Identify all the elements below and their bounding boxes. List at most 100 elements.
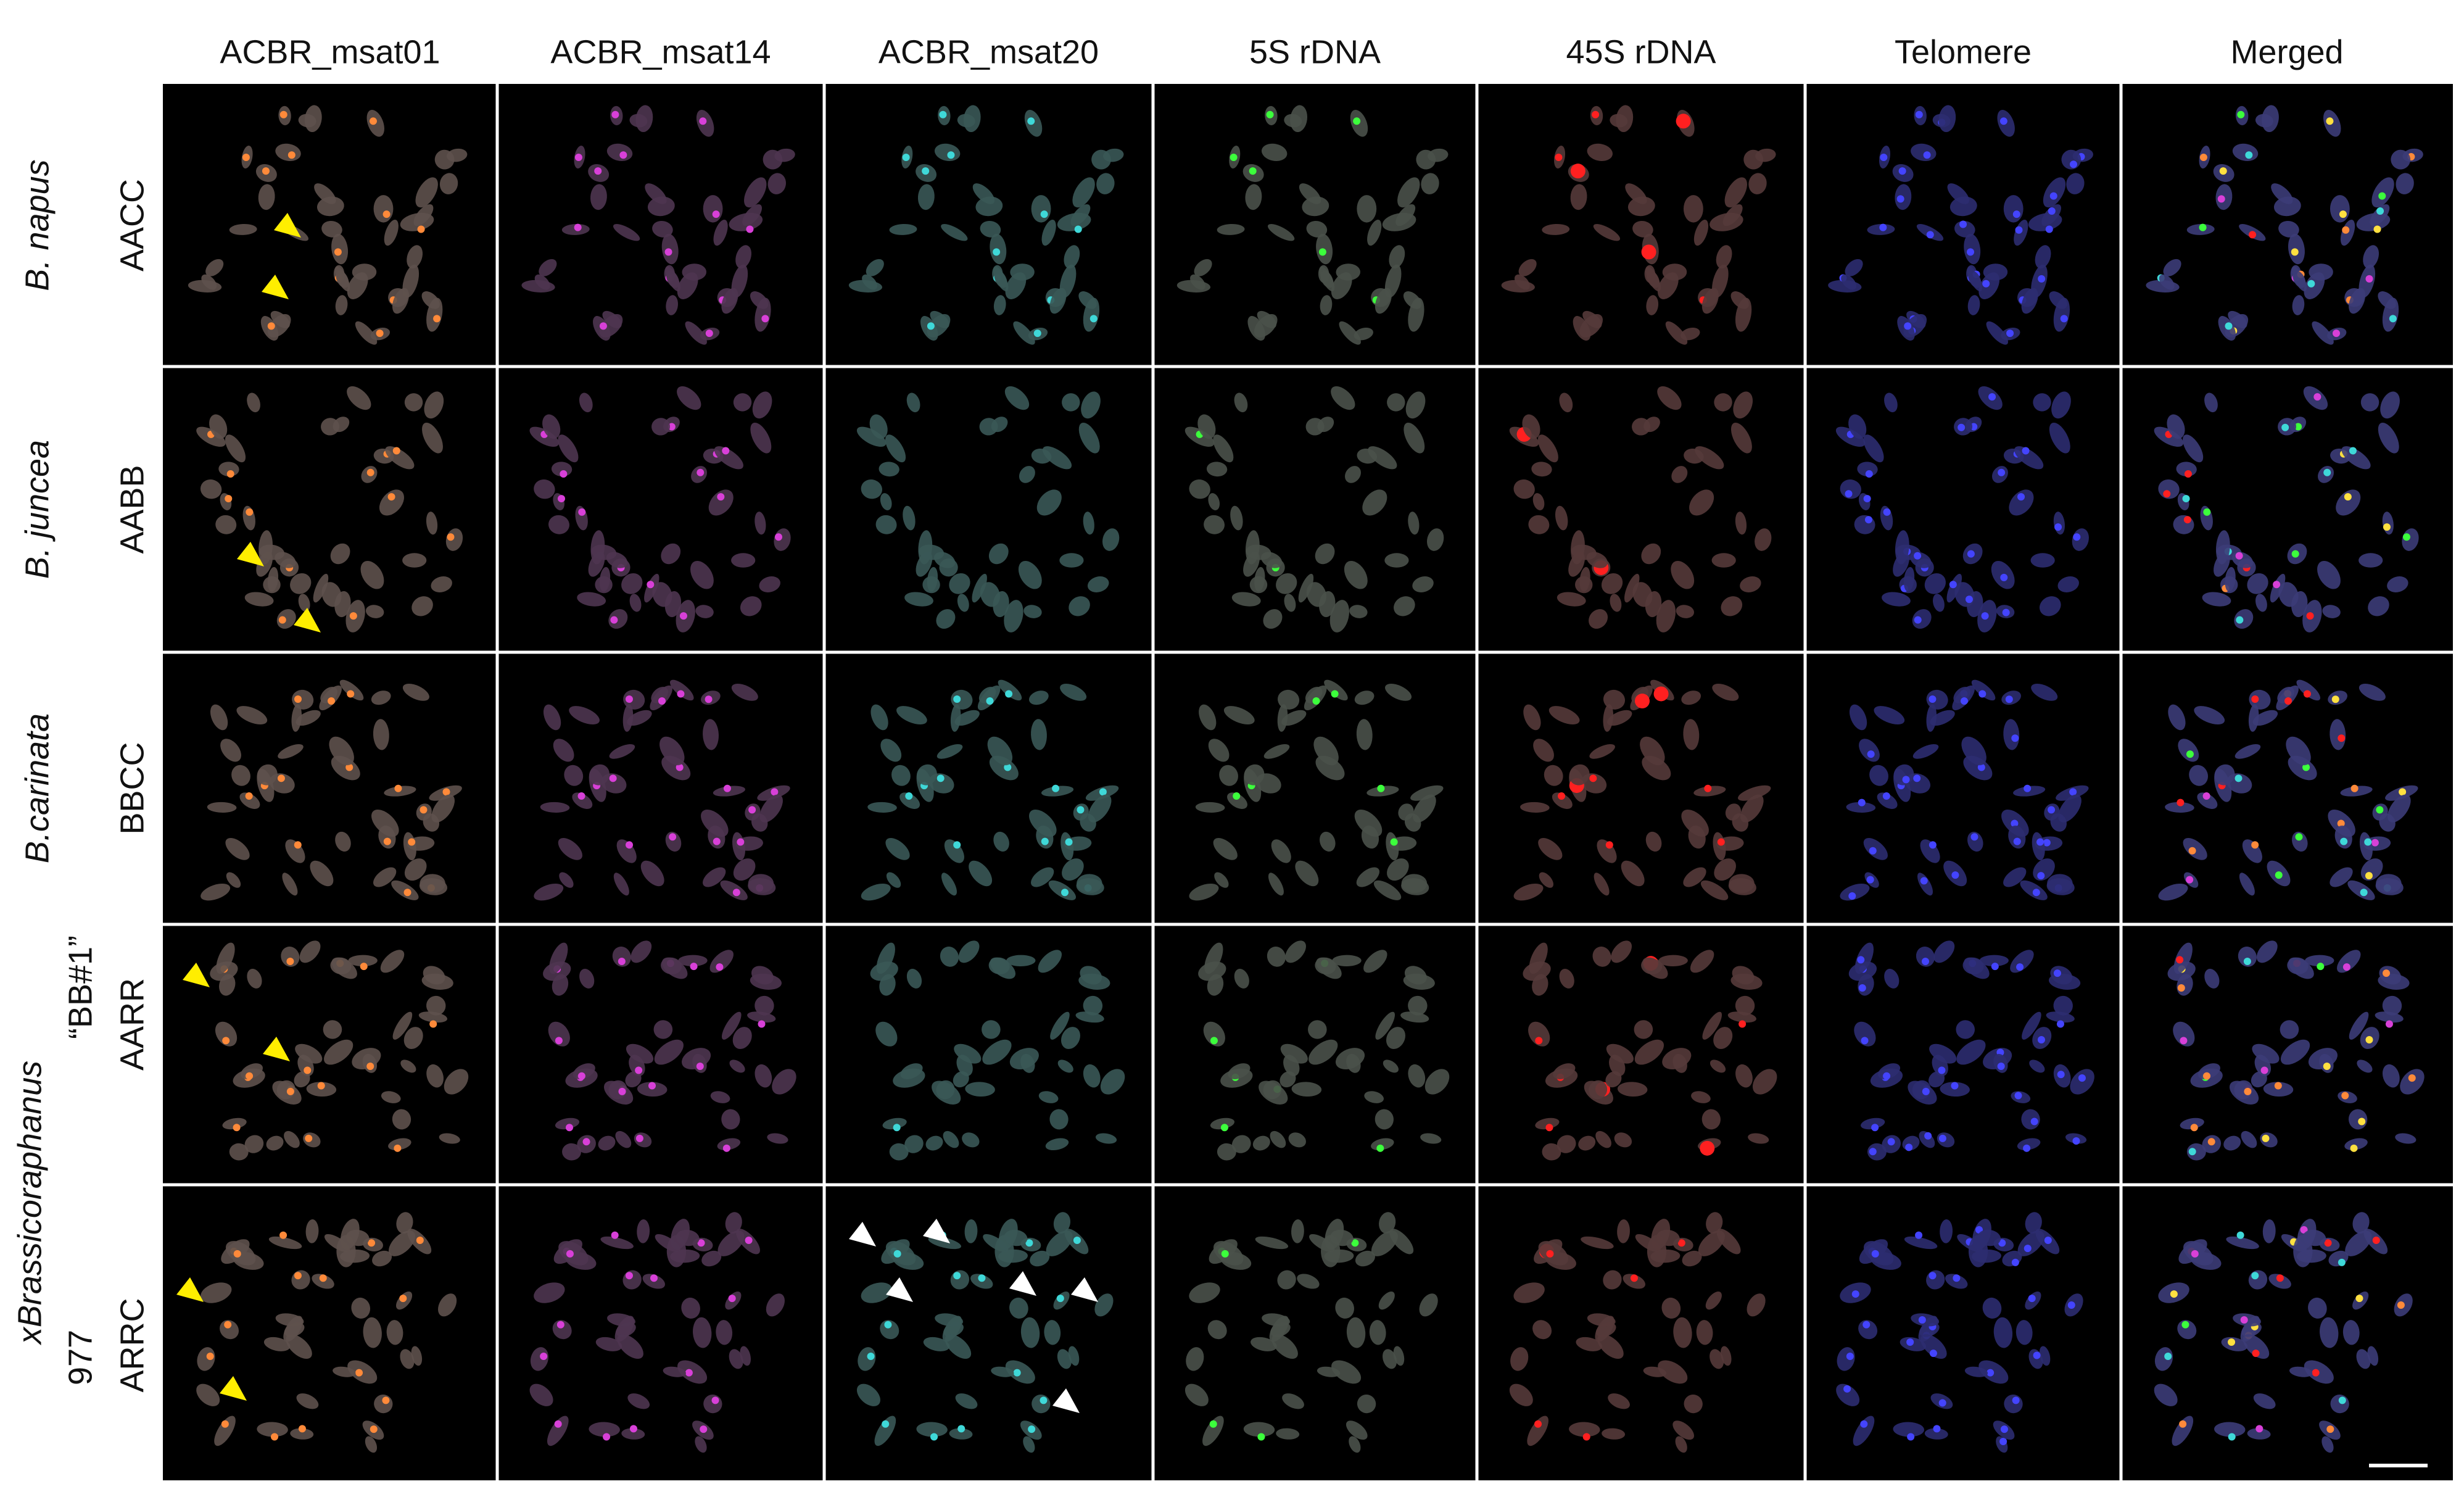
chromosome (1740, 794, 1764, 823)
chromosome (600, 1236, 634, 1250)
signal (893, 1250, 901, 1258)
chromosome (1569, 764, 1590, 786)
chromosome (2003, 719, 2020, 750)
signal (242, 154, 250, 162)
chromosome (1929, 1043, 1957, 1064)
signal (2044, 1236, 2052, 1244)
chromosome (1383, 1349, 1397, 1369)
chromosome (1641, 543, 1661, 565)
signal (392, 447, 400, 455)
signal (1933, 1425, 1941, 1433)
chromosome (729, 1349, 743, 1369)
signal (2177, 984, 2185, 992)
chromosome (2173, 1021, 2195, 1047)
chromosome (1537, 434, 1558, 463)
signal (582, 1138, 590, 1146)
signal (267, 322, 275, 330)
chromosome (1748, 1133, 1769, 1144)
signal (2338, 1396, 2346, 1404)
chromosome (677, 272, 698, 299)
chromosome (2270, 573, 2286, 603)
chromosome (431, 794, 455, 823)
signal (577, 1072, 585, 1080)
chromosome (1578, 1135, 1596, 1151)
signal (287, 151, 296, 159)
chromosome (1964, 1366, 1988, 1377)
chromosome (275, 552, 296, 568)
signal (669, 833, 677, 841)
chromosome (732, 1027, 752, 1050)
chromosome (1410, 785, 1444, 801)
chromosome (2356, 1349, 2371, 1369)
chromosome (1513, 1282, 1545, 1303)
chromosome (543, 704, 561, 731)
chromosome (1713, 1027, 1733, 1050)
chromosome (2167, 414, 2185, 439)
chromosome (896, 706, 927, 724)
chromosome (1729, 874, 1755, 894)
signal (1099, 788, 1107, 796)
chromosome (1645, 831, 1662, 852)
panel (497, 84, 824, 367)
chromosome (1650, 1249, 1681, 1263)
chromosome (1094, 1293, 1114, 1317)
chromosome (695, 1436, 707, 1453)
signal (1653, 686, 1669, 702)
chromosome (1735, 1064, 1753, 1088)
chromosome (1189, 479, 1210, 499)
signal (366, 468, 374, 476)
chromosome (1714, 858, 1736, 881)
chromosome (742, 204, 763, 226)
signal (986, 697, 994, 705)
signal (2022, 447, 2030, 455)
signal (2219, 167, 2227, 175)
panel (497, 1185, 824, 1480)
signal (206, 1353, 214, 1361)
chromosome (589, 764, 610, 786)
panel (163, 924, 497, 1185)
signal (1902, 776, 1910, 784)
chromosome (1041, 220, 1056, 246)
signal (1866, 876, 1874, 884)
signal (319, 1274, 327, 1282)
chromosome (666, 295, 678, 315)
chromosome (951, 689, 973, 710)
chromosome (564, 765, 584, 786)
chromosome (731, 553, 756, 568)
signal (611, 110, 619, 118)
signal (1981, 612, 1989, 620)
chromosome (355, 321, 378, 345)
chromosome (2008, 825, 2026, 849)
chromosome (740, 596, 762, 616)
chromosome (1004, 600, 1023, 632)
chromosome (1405, 391, 1426, 419)
signal (1846, 1353, 1854, 1361)
chromosome (1315, 543, 1335, 565)
chromosome (569, 706, 600, 724)
chromosome (379, 489, 404, 516)
chromosome (1320, 270, 1334, 288)
signal (746, 225, 754, 233)
signal (599, 322, 607, 330)
signal (2350, 1144, 2358, 1152)
chromosome (404, 858, 427, 881)
signal (403, 889, 411, 897)
chromosome (1081, 391, 1101, 419)
chromosome (2252, 710, 2278, 726)
chromosome (1676, 605, 1695, 618)
chromosome (1280, 1043, 1308, 1064)
signal (2017, 493, 2025, 501)
signal (728, 1295, 736, 1303)
signal (2365, 1035, 2373, 1043)
chromosome (2214, 1422, 2246, 1437)
chromosome (1743, 149, 1764, 170)
chromosome (247, 392, 260, 413)
signal (294, 1272, 302, 1280)
chromosome (2066, 173, 2085, 194)
chromosome (1747, 1293, 1766, 1317)
chromosome (2305, 955, 2334, 966)
signal (668, 423, 676, 431)
signal (2002, 608, 2010, 616)
chromosome (1861, 1118, 1885, 1130)
chromosome (750, 422, 772, 454)
